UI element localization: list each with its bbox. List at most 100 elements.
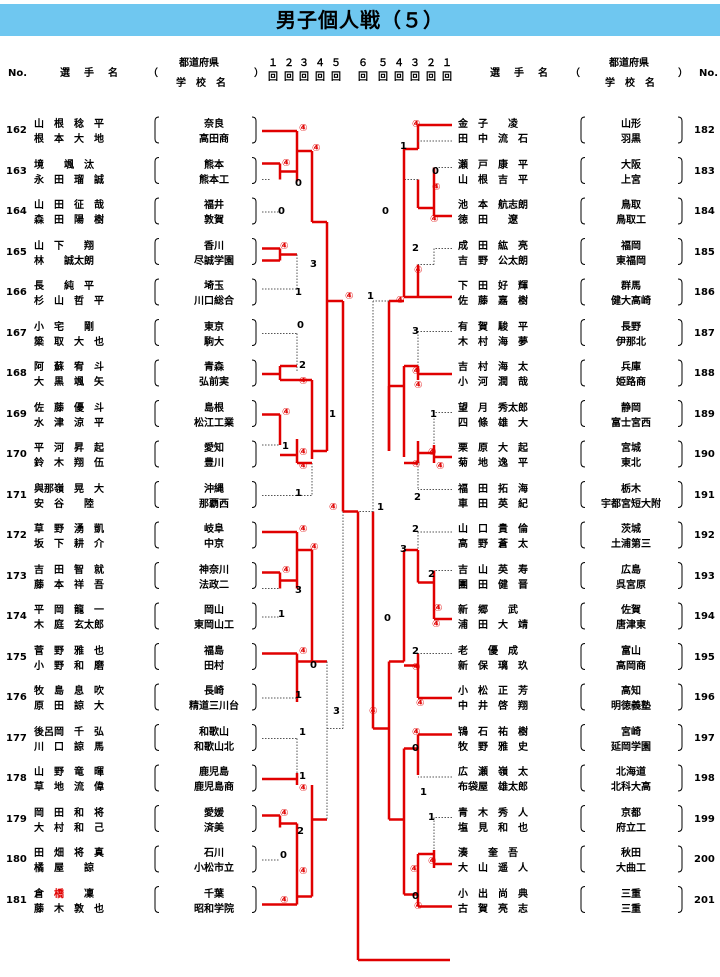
player-name: 大 黒 颯 矢: [34, 377, 104, 388]
round-number-left: ４: [315, 58, 325, 69]
entry-number: 197: [694, 732, 715, 744]
paren-bracket: [580, 683, 586, 711]
school-name: 唐津東: [616, 620, 646, 631]
school-name: 熊本工: [199, 174, 229, 186]
player-name: 広 瀬 嶺 太: [458, 767, 528, 778]
prefecture: 熊本: [204, 159, 224, 171]
match-score: ④: [436, 461, 445, 472]
player-name: 佐 藤 嘉 樹: [458, 296, 528, 307]
entry-number: 168: [6, 368, 27, 379]
paren-bracket: [154, 440, 160, 468]
paren-bracket: [154, 197, 160, 225]
player-name: 浦 田 大 靖: [458, 620, 528, 631]
round-unit-right: 回: [426, 72, 436, 83]
entry-number: 172: [6, 530, 27, 541]
paren-bracket: [677, 602, 683, 630]
school-name: 東福岡: [616, 255, 646, 267]
entry-number: 184: [694, 206, 715, 217]
header-name-left: 選 手 名: [60, 68, 120, 79]
player-name: 望 月 秀太郎: [458, 402, 528, 414]
player-name: 坂 下 耕 介: [34, 539, 104, 550]
player-name: 池 本 航志朗: [458, 200, 528, 211]
paren-bracket: [677, 886, 683, 913]
player-name: 藤 本 祥 吾: [34, 579, 104, 591]
player-name: 境 颯 汰: [34, 159, 94, 171]
paren-bracket: [154, 400, 160, 427]
paren-bracket: [580, 481, 586, 508]
paren-bracket: [677, 805, 683, 832]
entry-number: 164: [6, 206, 27, 217]
player-name: 牧 島 息 吹: [34, 686, 104, 697]
prefecture: 宮城: [621, 443, 641, 454]
round-number-right: ２: [426, 58, 436, 69]
paren-bracket: [154, 157, 160, 184]
player-name: 車 田 英 紀: [458, 498, 528, 510]
prefecture: 茨城: [621, 524, 641, 535]
match-score: ④: [299, 524, 308, 535]
paren-bracket: [580, 521, 586, 549]
entry-number: 171: [6, 489, 27, 501]
entry-number: 163: [6, 165, 27, 177]
paren-bracket: [677, 197, 683, 225]
school-name: 延岡学園: [611, 741, 651, 753]
paren-bracket: [677, 845, 683, 873]
entry-number: 166: [6, 287, 27, 298]
school-name: 宇都宮短大附: [601, 498, 661, 510]
paren-bracket: [251, 764, 257, 792]
match-score: 0: [310, 659, 317, 671]
match-score: ④: [434, 603, 443, 614]
school-name: 大曲工: [616, 863, 646, 874]
player-name: 與那嶺 晃 大: [34, 483, 104, 495]
paren-bracket: [251, 845, 257, 873]
player-name: 平 河 昇 起: [34, 443, 104, 454]
player-name: 大 村 和 己: [34, 822, 104, 834]
entry-number: 181: [6, 894, 27, 906]
match-score: ④: [299, 376, 308, 387]
match-score: 0: [278, 206, 285, 217]
player-name: 山 下 翔: [34, 240, 94, 252]
player-name: 吉 村 海 太: [458, 362, 528, 373]
player-name: 小 野 和 磨: [34, 660, 104, 672]
school-name: 伊那北: [616, 336, 646, 348]
paren-bracket: [580, 319, 586, 346]
player-name: 四 條 雄 大: [458, 417, 528, 429]
paren-bracket: [154, 845, 160, 873]
school-name: 弘前実: [199, 377, 229, 388]
paren-bracket: [580, 805, 586, 832]
match-score: 3: [295, 584, 302, 596]
header-school-left: 学 校 名: [176, 78, 226, 89]
paren-bracket: [677, 238, 683, 265]
school-name: 三重: [621, 903, 641, 915]
match-score: ④: [428, 447, 437, 458]
paren-bracket: [251, 602, 257, 630]
match-score: 1: [329, 408, 336, 420]
school-name: 呉宮原: [616, 579, 646, 591]
player-name: 大 山 遥 人: [458, 863, 528, 874]
player-name: 森 田 陽 樹: [34, 215, 104, 226]
school-name: 富士宮西: [611, 417, 651, 429]
paren-bracket: [154, 602, 160, 630]
match-score: ④: [299, 123, 308, 134]
paren-bracket: [251, 481, 257, 508]
player-name: 成 田 紘 亮: [458, 240, 528, 252]
match-score: ④: [280, 894, 289, 906]
player-name: 吉 野 公太朗: [458, 255, 528, 267]
round-unit-right: 回: [442, 72, 452, 83]
match-score: 1: [377, 501, 384, 513]
school-name: 松江工業: [194, 417, 234, 429]
player-name: 杉 山 哲 平: [34, 296, 104, 307]
paren-bracket: [580, 197, 586, 225]
match-score: 2: [297, 825, 304, 837]
player-name: 原 田 諒 大: [34, 701, 104, 712]
school-name: 尽誠学園: [194, 255, 234, 267]
entry-number: 191: [694, 489, 715, 501]
player-name: 湊 奎 吾: [458, 848, 518, 859]
paren-bracket: [154, 764, 160, 792]
school-name: 高田商: [199, 134, 229, 145]
match-score: ④: [282, 406, 291, 418]
match-score: 1: [295, 287, 302, 298]
match-score: 1: [299, 771, 306, 782]
entry-number: 169: [6, 408, 27, 420]
paren-bracket: [251, 724, 257, 751]
player-name: 小 松 正 芳: [458, 686, 528, 697]
